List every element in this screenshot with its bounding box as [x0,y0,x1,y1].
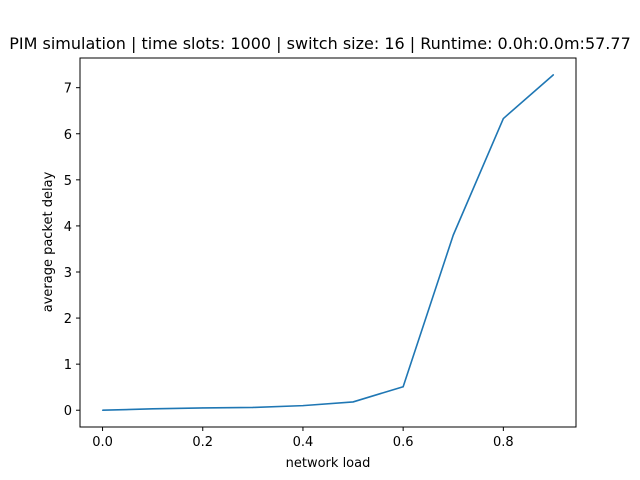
x-axis: 0.0 0.2 0.4 0.6 0.8 [92,427,514,450]
y-axis: 0 1 2 3 4 5 6 7 [64,82,80,419]
chart-title: PIM simulation | time slots: 1000 | swit… [9,34,631,53]
series-layer [101,74,555,412]
x-tick-label: 0.8 [493,435,514,450]
data-point [252,406,254,409]
x-tick-label: 0.0 [92,435,113,450]
y-tick-label: 5 [64,174,72,189]
y-tick-label: 0 [64,404,72,419]
plot-frame [79,57,577,428]
y-tick-label: 3 [64,266,72,281]
data-point [452,234,454,236]
data-point [152,408,154,410]
x-axis-label: network load [286,456,371,471]
y-tick-label: 6 [64,128,72,143]
x-tick-label: 0.2 [192,435,213,450]
y-tick-label: 2 [64,312,72,327]
data-point [402,386,404,388]
data-point [202,407,204,409]
x-tick-label: 0.4 [293,435,314,450]
series-line [102,74,554,412]
y-tick-label: 1 [64,358,72,373]
data-point [101,409,104,411]
y-tick-label: 7 [64,82,72,97]
y-axis-label: average packet delay [41,171,56,312]
data-point [352,401,354,403]
y-tick-label: 4 [64,220,72,235]
data-point [502,117,504,120]
data-point [302,405,304,407]
x-tick-label: 0.6 [393,435,414,450]
data-point [552,74,555,76]
